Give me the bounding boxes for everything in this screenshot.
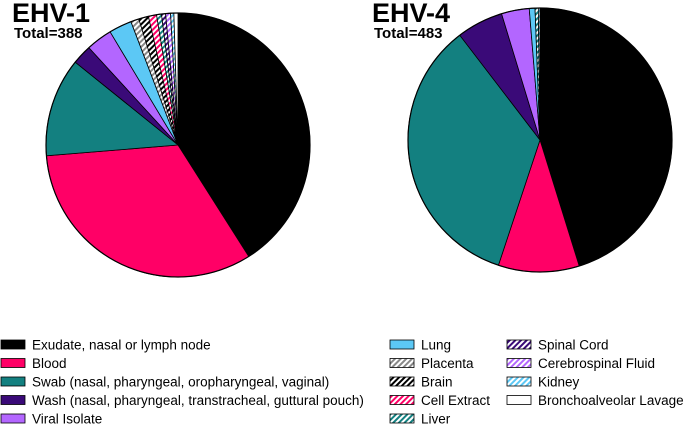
legend-item-kidney: Kidney	[506, 375, 580, 390]
legend-swatch-blood	[0, 358, 26, 368]
legend-label-lung: Lung	[421, 338, 451, 353]
legend-swatch-placenta	[389, 358, 415, 368]
legend-label-wash-nasal-pharyngeal-transtracheal-guttural-pouch: Wash (nasal, pharyngeal, transtracheal, …	[32, 393, 364, 408]
legend-swatch-swab-nasal-pharyngeal-oropharyngeal-vaginal	[0, 376, 26, 387]
legend: Exudate, nasal or lymph node Blood Swab (n…	[0, 338, 684, 424]
chart-title-ehv4: EHV-4	[372, 0, 450, 28]
legend-swatch-cell-extract	[389, 395, 415, 405]
legend-label-blood: Blood	[32, 356, 67, 371]
legend-item-exudate-nasal-or-lymph-node: Exudate, nasal or lymph node	[0, 338, 211, 353]
legend-label-exudate-nasal-or-lymph-node: Exudate, nasal or lymph node	[32, 338, 211, 353]
legend-item-swab-nasal-pharyngeal-oropharyngeal-vaginal: Swab (nasal, pharyngeal, oropharyngeal, …	[0, 375, 329, 390]
legend-label-swab-nasal-pharyngeal-oropharyngeal-vaginal: Swab (nasal, pharyngeal, oropharyngeal, …	[32, 375, 329, 390]
legend-label-bronchoalveolar-lavage: Bronchoalveolar Lavage	[538, 393, 684, 408]
chart-subtitle-ehv4: Total=483	[374, 25, 443, 42]
legend-label-placenta: Placenta	[421, 356, 474, 371]
legend-item-wash-nasal-pharyngeal-transtracheal-guttural-pouch: Wash (nasal, pharyngeal, transtracheal, …	[0, 393, 364, 408]
legend-item-cerebrospinal-fluid: Cerebrospinal Fluid	[506, 356, 655, 371]
legend-label-cell-extract: Cell Extract	[421, 393, 490, 408]
legend-swatch-spinal-cord	[506, 339, 532, 350]
legend-item-brain: Brain	[389, 375, 453, 390]
legend-label-brain: Brain	[421, 375, 453, 390]
legend-label-liver: Liver	[421, 412, 451, 424]
legend-swatch-bronchoalveolar-lavage	[506, 395, 532, 405]
legend-swatch-kidney	[506, 376, 532, 387]
legend-label-kidney: Kidney	[538, 375, 580, 390]
legend-swatch-lung	[389, 339, 415, 350]
chart-subtitle-ehv1: Total=388	[14, 25, 83, 42]
legend-swatch-viral-isolate	[0, 413, 26, 424]
legend-item-placenta: Placenta	[389, 356, 474, 371]
legend-item-cell-extract: Cell Extract	[389, 393, 490, 408]
pie-outline-ehv4	[407, 7, 673, 273]
legend-swatch-brain	[389, 376, 415, 387]
legend-item-liver: Liver	[389, 412, 451, 424]
legend-swatch-wash-nasal-pharyngeal-transtracheal-guttural-pouch	[0, 395, 26, 405]
chart-title-ehv1: EHV-1	[12, 0, 90, 28]
legend-item-blood: Blood	[0, 356, 67, 371]
legend-item-lung: Lung	[389, 338, 451, 353]
legend-swatch-liver	[389, 413, 415, 424]
legend-item-viral-isolate: Viral Isolate	[0, 412, 102, 424]
pie-outline-ehv1	[45, 12, 311, 278]
legend-item-spinal-cord: Spinal Cord	[506, 338, 609, 353]
legend-label-spinal-cord: Spinal Cord	[538, 338, 609, 353]
legend-label-cerebrospinal-fluid: Cerebrospinal Fluid	[538, 356, 655, 371]
legend-item-bronchoalveolar-lavage: Bronchoalveolar Lavage	[506, 393, 684, 408]
legend-swatch-cerebrospinal-fluid	[506, 358, 532, 368]
legend-label-viral-isolate: Viral Isolate	[32, 412, 102, 424]
legend-swatch-exudate-nasal-or-lymph-node	[0, 339, 26, 350]
